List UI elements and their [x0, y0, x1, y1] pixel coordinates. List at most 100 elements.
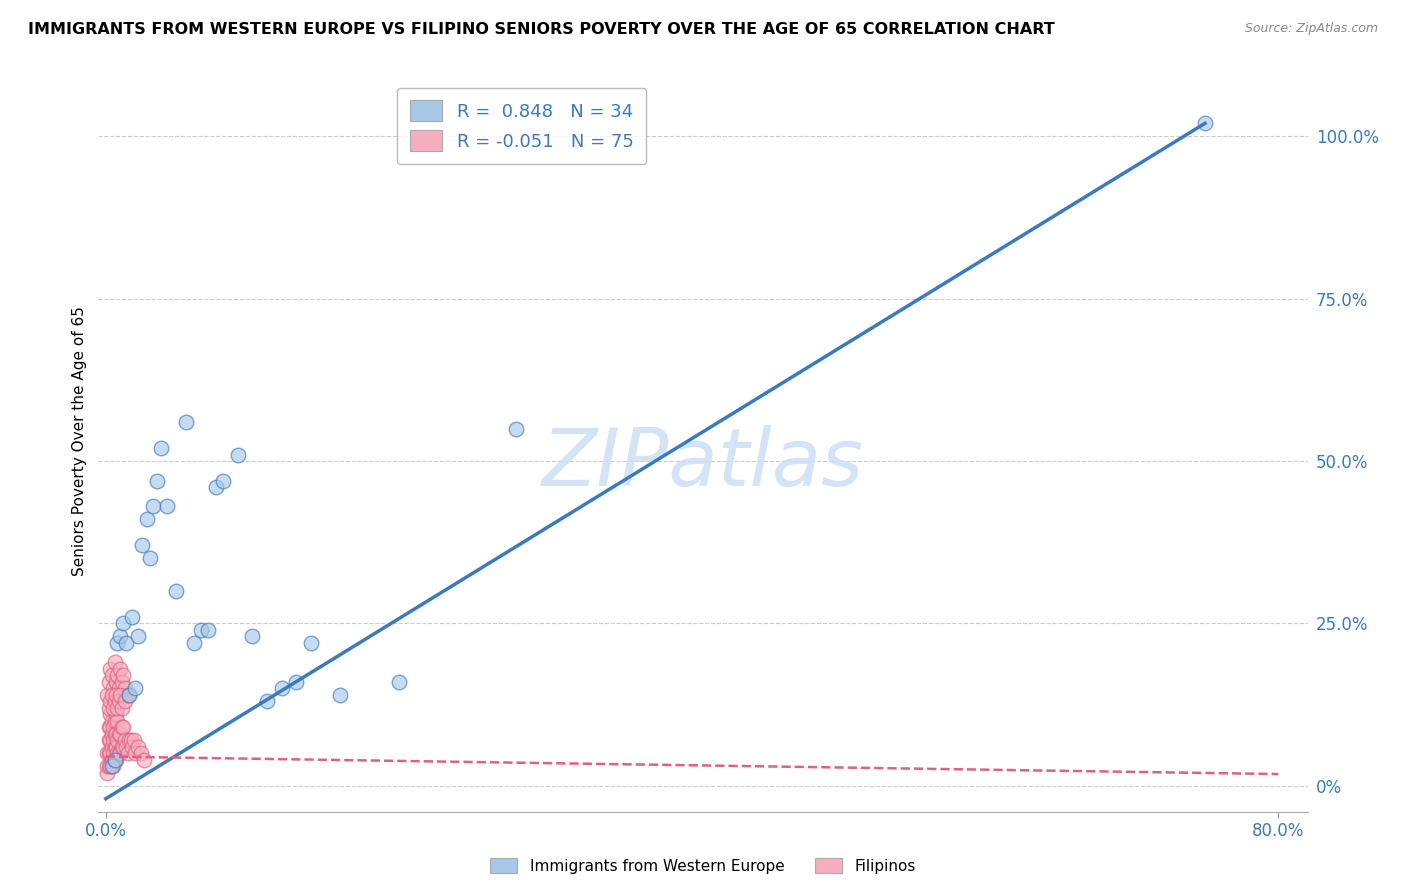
Point [135, 512, 157, 526]
Text: Source: ZipAtlas.com: Source: ZipAtlas.com [1244, 22, 1378, 36]
Point [142, 500, 165, 514]
Point [101, 701, 124, 715]
Point [96, 765, 118, 780]
Point [100, 714, 122, 728]
Point [98, 733, 121, 747]
Point [131, 538, 153, 552]
Point [114, 681, 136, 696]
Point [117, 746, 139, 760]
Point [101, 681, 124, 696]
Point [256, 694, 278, 708]
Point [505, 421, 527, 435]
Point [111, 739, 134, 754]
Point [96, 688, 118, 702]
Point [103, 753, 125, 767]
Point [97, 701, 120, 715]
Point [190, 623, 212, 637]
Point [122, 733, 145, 747]
Legend: Immigrants from Western Europe, Filipinos: Immigrants from Western Europe, Filipino… [484, 852, 922, 880]
Point [98, 720, 121, 734]
Point [121, 739, 143, 754]
Point [103, 727, 125, 741]
Text: ZIPatlas: ZIPatlas [541, 425, 865, 503]
Point [103, 753, 125, 767]
Point [107, 733, 129, 747]
Point [388, 674, 411, 689]
Point [96, 759, 118, 773]
Text: IMMIGRANTS FROM WESTERN EUROPE VS FILIPINO SENIORS POVERTY OVER THE AGE OF 65 CO: IMMIGRANTS FROM WESTERN EUROPE VS FILIPI… [28, 22, 1054, 37]
Point [156, 500, 179, 514]
Point [100, 668, 122, 682]
Point [127, 739, 149, 754]
Point [112, 739, 135, 754]
Point [101, 746, 124, 760]
Point [240, 629, 263, 643]
Point [127, 629, 149, 643]
Point [103, 656, 125, 670]
Point [124, 746, 146, 760]
Point [98, 746, 121, 760]
Point [105, 674, 128, 689]
Point [107, 636, 129, 650]
Point [105, 727, 128, 741]
Point [101, 720, 124, 734]
Point [107, 714, 129, 728]
Point [115, 636, 138, 650]
Point [110, 662, 132, 676]
Point [96, 746, 118, 760]
Point [100, 759, 122, 773]
Point [299, 636, 322, 650]
Point [111, 674, 134, 689]
Point [103, 739, 125, 754]
Point [118, 688, 141, 702]
Point [103, 714, 125, 728]
Point [118, 688, 141, 702]
Point [97, 720, 120, 734]
Point [138, 551, 160, 566]
Point [120, 733, 142, 747]
Point [101, 759, 124, 773]
Point [100, 739, 122, 754]
Point [107, 701, 129, 715]
Point [97, 746, 120, 760]
Point [270, 681, 292, 696]
Point [110, 688, 132, 702]
Point [204, 480, 226, 494]
Point [98, 694, 121, 708]
Point [108, 681, 131, 696]
Point [129, 746, 152, 760]
Point [97, 759, 120, 773]
Point [124, 681, 146, 696]
Point [329, 688, 352, 702]
Point [107, 668, 129, 682]
Point [226, 448, 249, 462]
Point [105, 753, 128, 767]
Point [100, 727, 122, 741]
Point [105, 739, 128, 754]
Point [98, 759, 121, 773]
Point [114, 733, 136, 747]
Point [165, 583, 187, 598]
Point [132, 753, 155, 767]
Point [98, 662, 121, 676]
Point [285, 674, 308, 689]
Point [108, 694, 131, 708]
Point [112, 668, 135, 682]
Point [121, 610, 143, 624]
Point [107, 746, 129, 760]
Point [118, 733, 141, 747]
Point [111, 701, 134, 715]
Point [183, 636, 205, 650]
Legend: R =  0.848   N = 34, R = -0.051   N = 75: R = 0.848 N = 34, R = -0.051 N = 75 [396, 87, 647, 164]
Point [97, 733, 120, 747]
Point [1194, 116, 1216, 130]
Point [105, 707, 128, 722]
Point [112, 616, 135, 631]
Point [212, 474, 235, 488]
Point [115, 739, 138, 754]
Point [112, 720, 135, 734]
Point [101, 733, 124, 747]
Point [108, 746, 131, 760]
Point [105, 688, 128, 702]
Point [108, 727, 131, 741]
